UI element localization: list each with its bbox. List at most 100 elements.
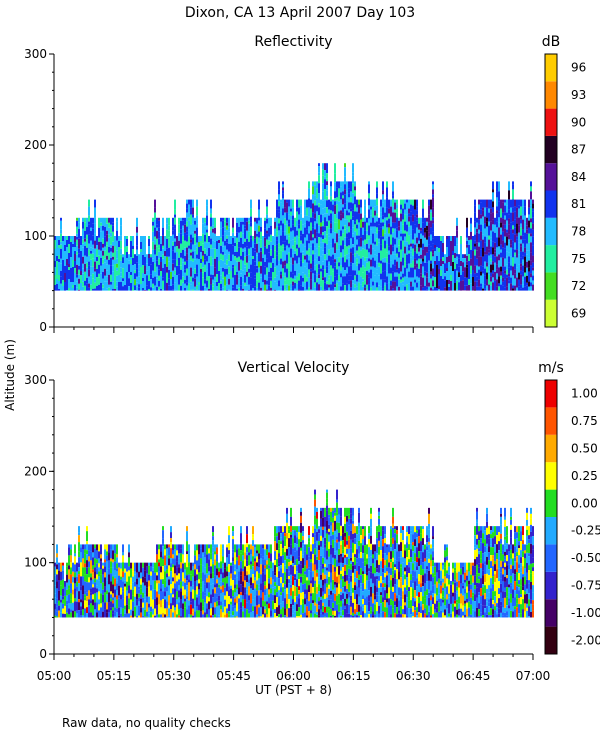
heatmap-cell [156, 286, 158, 291]
heatmap-cell [348, 266, 350, 276]
heatmap-cell [90, 275, 92, 285]
heatmap-cell [214, 551, 216, 555]
heatmap-cell [74, 611, 76, 618]
heatmap-cell [384, 282, 386, 286]
heatmap-cell [346, 588, 348, 594]
heatmap-cell [246, 602, 248, 610]
heatmap-cell [210, 277, 212, 285]
heatmap-cell [90, 266, 92, 276]
heatmap-cell [384, 257, 386, 263]
heatmap-cell [430, 234, 432, 241]
heatmap-cell [312, 217, 314, 228]
heatmap-cell [334, 512, 336, 516]
heatmap-cell [526, 225, 528, 230]
heatmap-cell [260, 554, 262, 559]
heatmap-cell [272, 570, 274, 580]
heatmap-cell [78, 248, 80, 254]
heatmap-cell [114, 570, 116, 576]
heatmap-cell [112, 217, 114, 223]
heatmap-cell [442, 269, 444, 279]
heatmap-cell [330, 181, 332, 187]
heatmap-cell [278, 540, 280, 544]
heatmap-cell [114, 607, 116, 612]
heatmap-cell [338, 593, 340, 604]
heatmap-cell [444, 263, 446, 274]
heatmap-cell [196, 258, 198, 265]
heatmap-cell [232, 536, 234, 540]
heatmap-cell [336, 204, 338, 214]
heatmap-cell [60, 263, 62, 271]
heatmap-cell [498, 246, 500, 255]
heatmap-cell [164, 565, 166, 572]
heatmap-cell [234, 584, 236, 589]
heatmap-cell [98, 277, 100, 285]
heatmap-cell [474, 281, 476, 290]
heatmap-cell [516, 207, 518, 218]
heatmap-cell [66, 274, 68, 281]
heatmap-cell [158, 220, 160, 228]
heatmap-cell [92, 587, 94, 595]
heatmap-cell [336, 197, 338, 201]
heatmap-cell [342, 204, 344, 208]
heatmap-cell [140, 562, 142, 573]
heatmap-cell [136, 572, 138, 579]
heatmap-cell [156, 544, 158, 555]
heatmap-cell [162, 217, 164, 228]
heatmap-cell [322, 602, 324, 606]
heatmap-cell [444, 280, 446, 288]
heatmap-cell [392, 288, 394, 291]
heatmap-cell [318, 215, 320, 226]
heatmap-cell [166, 229, 168, 239]
heatmap-cell [224, 268, 226, 277]
heatmap-cell [376, 287, 378, 291]
heatmap-cell [214, 559, 216, 566]
heatmap-cell [332, 539, 334, 548]
heatmap-cell [202, 217, 204, 224]
heatmap-cell [252, 606, 254, 612]
heatmap-cell [322, 595, 324, 599]
heatmap-cell [304, 598, 306, 605]
heatmap-cell [66, 259, 68, 265]
heatmap-cell [302, 603, 304, 614]
heatmap-cell [250, 569, 252, 578]
heatmap-cell [116, 599, 118, 609]
heatmap-cell [430, 287, 432, 291]
heatmap-cell [220, 605, 222, 610]
heatmap-cell [66, 265, 68, 274]
heatmap-cell [362, 286, 364, 291]
heatmap-cell [496, 256, 498, 265]
heatmap-cell [318, 284, 320, 291]
heatmap-cell [496, 191, 498, 198]
heatmap-cell [408, 253, 410, 264]
heatmap-cell [304, 604, 306, 613]
heatmap-cell [324, 207, 326, 214]
heatmap-cell [340, 588, 342, 592]
heatmap-cell [338, 611, 340, 615]
heatmap-cell [236, 611, 238, 617]
heatmap-cell [284, 265, 286, 273]
heatmap-cell [354, 263, 356, 271]
heatmap-cell [202, 223, 204, 234]
heatmap-cell [256, 562, 258, 567]
heatmap-cell [178, 615, 180, 618]
heatmap-cell [320, 199, 322, 205]
heatmap-cell [246, 543, 248, 548]
heatmap-cell [340, 192, 342, 200]
heatmap-cell [258, 267, 260, 273]
heatmap-cell [62, 251, 64, 254]
heatmap-cell [258, 199, 260, 210]
heatmap-cell [62, 565, 64, 571]
heatmap-cell [88, 276, 90, 281]
heatmap-cell [344, 163, 346, 168]
heatmap-cell [302, 546, 304, 555]
heatmap-cell [172, 558, 174, 565]
heatmap-cell [256, 233, 258, 237]
heatmap-cell [194, 286, 196, 291]
heatmap-cell [372, 285, 374, 291]
heatmap-cell [326, 583, 328, 588]
heatmap-cell [238, 217, 240, 227]
heatmap-cell [120, 267, 122, 273]
heatmap-cell [134, 606, 136, 617]
heatmap-cell [374, 215, 376, 223]
heatmap-cell [284, 598, 286, 609]
